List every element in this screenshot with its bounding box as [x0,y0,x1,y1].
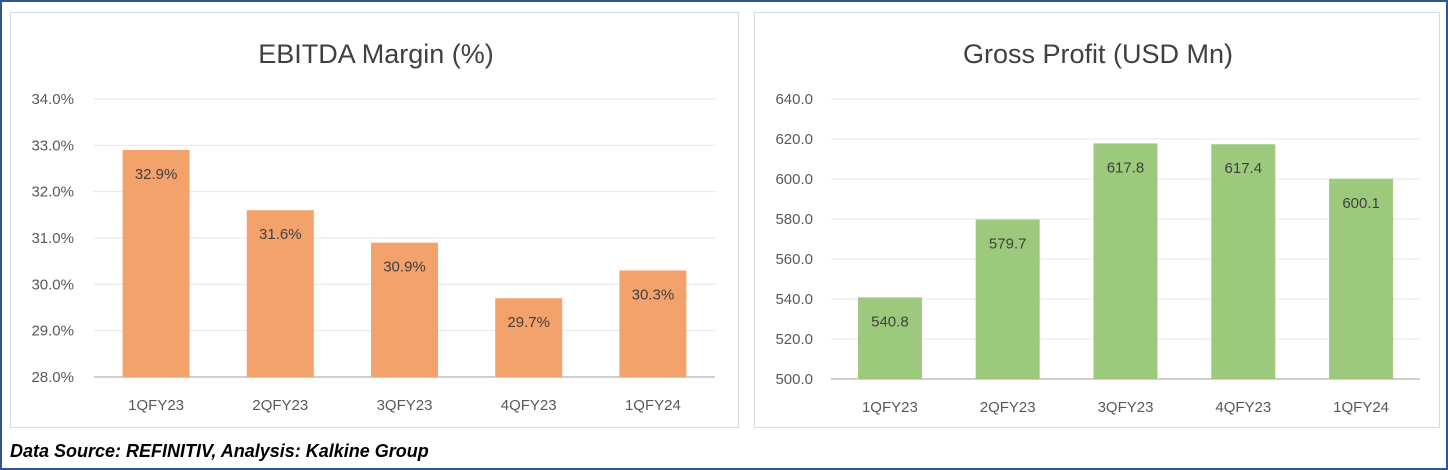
data-label: 600.1 [1342,195,1380,212]
x-tick-label: 2QFY23 [252,397,308,414]
y-tick-label: 33.0% [31,137,74,154]
y-tick-label: 560.0 [775,251,813,268]
ebitda-margin-chart: EBITDA Margin (%) 28.0% 29.0% 30.0% 31.0% 32.… [31,39,715,414]
x-tick-label: 3QFY23 [377,397,433,414]
gross-profit-chart: Gross Profit (USD Mn) 500.0 520.0 540.0 560.… [775,39,1420,416]
data-label: 30.3% [632,286,675,303]
x-tick-label: 1QFY23 [128,397,184,414]
y-tick-label: 29.0% [31,323,74,340]
data-source-note: Data Source: REFINITIV, Analysis: Kalkin… [10,441,429,461]
y-tick-label: 620.0 [775,131,813,148]
bar [1211,144,1276,379]
x-tick-label: 1QFY24 [625,397,681,414]
data-label: 32.9% [135,166,178,183]
bar [371,242,438,377]
bar [122,149,190,377]
data-label: 31.6% [259,226,302,243]
y-tick-label: 28.0% [31,369,74,386]
bar [619,270,687,377]
data-label: 617.4 [1225,160,1263,177]
x-tick-label: 1QFY23 [862,399,918,416]
y-tick-label: 34.0% [31,91,74,108]
chart-title: EBITDA Margin (%) [258,39,494,69]
y-tick-label: 30.0% [31,276,74,293]
data-label: 540.8 [871,313,909,330]
data-label: 29.7% [507,314,550,331]
x-tick-label: 2QFY23 [980,399,1036,416]
data-label: 579.7 [989,236,1027,253]
y-tick-label: 500.0 [775,371,813,388]
gross-profit-chart-panel: Gross Profit (USD Mn) 500.0 520.0 540.0 560.… [754,12,1440,428]
y-tick-label: 32.0% [31,184,74,201]
y-tick-label: 600.0 [775,171,813,188]
bar [857,297,922,379]
bar [495,298,563,377]
y-tick-label: 580.0 [775,211,813,228]
bar [1093,143,1158,379]
y-tick-label: 520.0 [775,331,813,348]
bar [1329,178,1394,379]
bar [975,219,1040,379]
y-tick-label: 540.0 [775,291,813,308]
y-tick-label: 31.0% [31,230,74,247]
y-tick-label: 640.0 [775,91,813,108]
ebitda-margin-chart-panel: EBITDA Margin (%) 28.0% 29.0% 30.0% 31.0% 32.… [10,12,739,428]
data-label: 30.9% [383,259,426,276]
x-tick-label: 3QFY23 [1098,399,1154,416]
data-label: 617.8 [1107,159,1145,176]
x-tick-label: 4QFY23 [1215,399,1271,416]
x-tick-label: 4QFY23 [501,397,557,414]
bar [246,210,314,377]
x-tick-label: 1QFY24 [1333,399,1389,416]
chart-title: Gross Profit (USD Mn) [963,39,1233,69]
